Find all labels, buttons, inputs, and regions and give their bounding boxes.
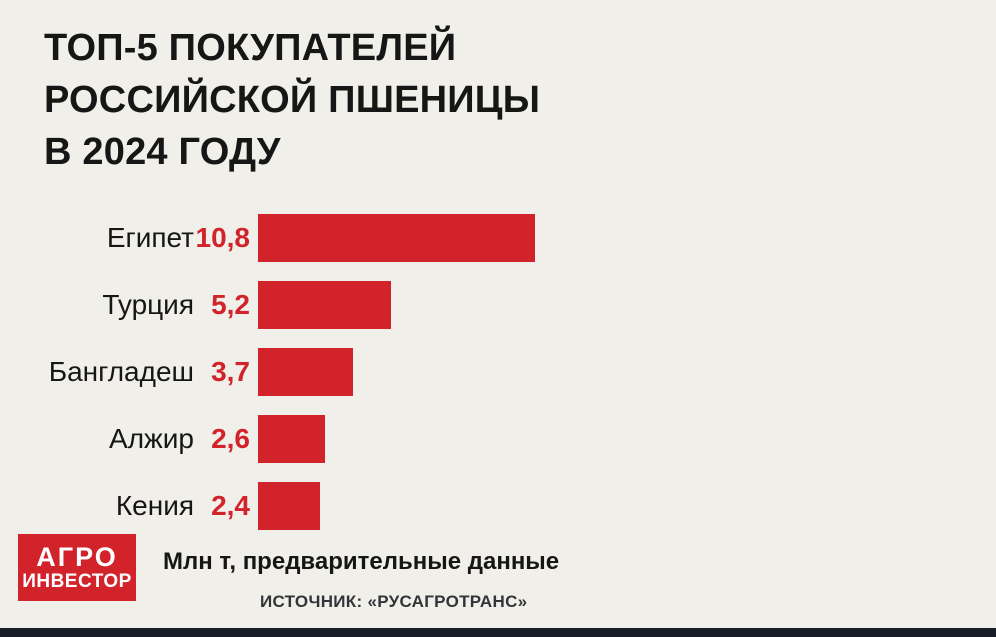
chart-row: Кения 2,4 [44,482,954,530]
bar [258,348,353,396]
chart-row: Турция 5,2 [44,281,954,329]
category-label: Алжир [109,423,194,454]
chart-title-line-2: РОССИЙСКОЙ ПШЕНИЦЫ [44,79,541,121]
chart-row: Бангладеш 3,7 [44,348,954,396]
category-label: Бангладеш [48,356,194,387]
bar [258,415,325,463]
value-label: 2,4 [211,490,250,521]
category-label: Турция [102,289,194,320]
value-label: 5,2 [211,289,250,320]
bar [258,214,535,262]
value-label: 2,6 [211,423,250,454]
category-label: Египет [106,222,194,253]
bar-chart: Египет 10,8 Турция 5,2 Бангладеш 3,7 Алж… [44,214,954,549]
category-label: Кения [115,490,194,521]
agroinvestor-logo: АГРО ИНВЕСТОР [18,534,136,601]
bar [258,482,320,530]
logo-line-2: ИНВЕСТОР [22,571,132,592]
chart-title-line-3: В 2024 ГОДУ [44,131,281,173]
bottom-strip [0,628,996,637]
chart-title-line-1: ТОП-5 ПОКУПАТЕЛЕЙ [44,27,457,69]
chart-row: Алжир 2,6 [44,415,954,463]
chart-title: ТОП-5 ПОКУПАТЕЛЕЙ РОССИЙСКОЙ ПШЕНИЦЫ В 2… [44,22,540,178]
source-note: ИСТОЧНИК: «РУСАГРОТРАНС» [260,592,528,611]
value-label: 10,8 [195,222,251,253]
bar [258,281,391,329]
value-label: 3,7 [211,356,250,387]
logo-line-1: АГРО [36,542,118,572]
chart-row: Египет 10,8 [44,214,954,262]
units-note: Млн т, предварительные данные [163,548,560,575]
